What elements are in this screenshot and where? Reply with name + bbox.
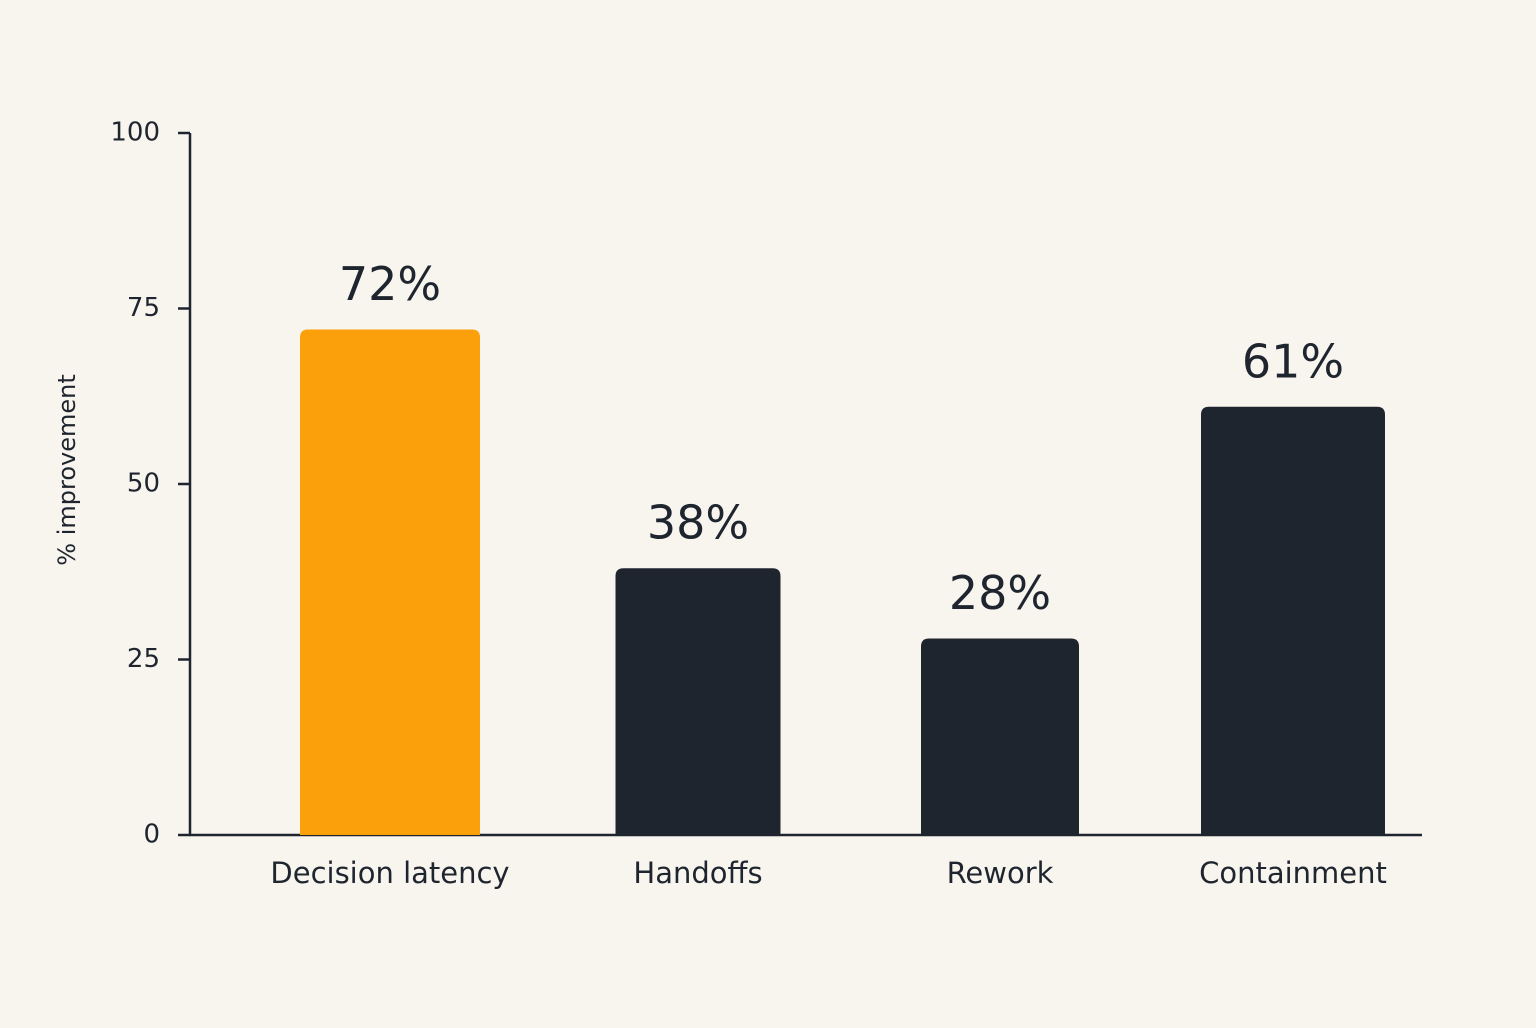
x-tick-label: Decision latency [270,856,509,890]
value-label: 28% [949,566,1051,620]
bar [921,638,1079,835]
bar [1201,406,1385,835]
y-tick-label: 75 [127,293,160,323]
y-tick-label: 100 [110,118,160,148]
value-label: 61% [1242,334,1344,388]
y-tick-label: 0 [143,820,160,850]
x-tick-label: Rework [947,856,1054,890]
y-axis-label: % improvement [53,374,81,565]
x-tick-label: Containment [1199,856,1387,890]
x-tick-label: Handoffs [633,856,762,890]
y-tick-label: 25 [127,644,160,674]
bar [615,568,781,835]
value-label: 72% [339,257,441,311]
value-label: 38% [647,496,749,550]
bar [300,329,480,835]
y-tick-label: 50 [127,469,160,499]
